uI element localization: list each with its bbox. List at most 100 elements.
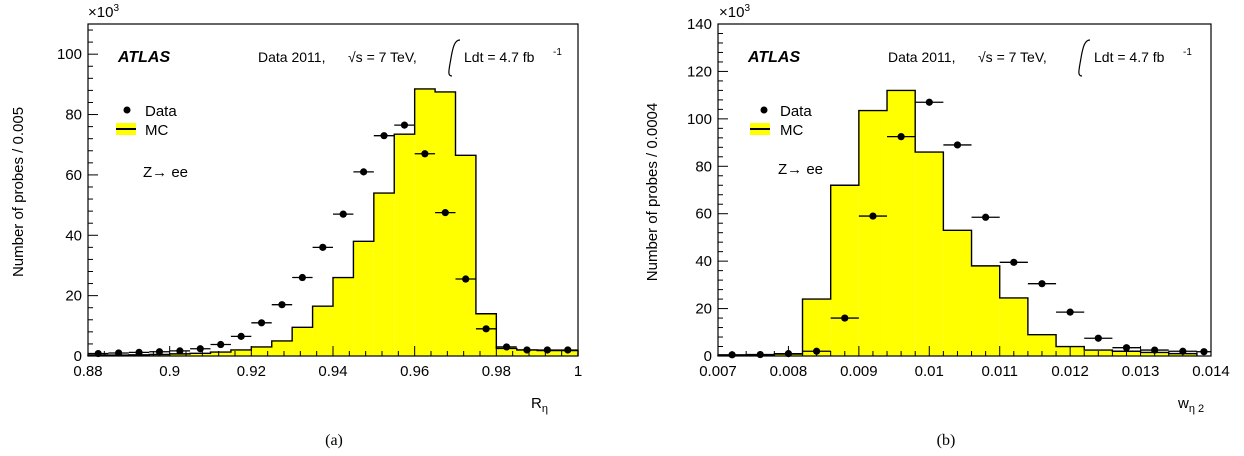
a-y-tick-label-4: 80	[65, 107, 82, 124]
b-y-tick-label-0: 0	[704, 348, 712, 365]
a-data-point-13	[360, 168, 368, 176]
a-y-tick-label-0: 0	[74, 348, 82, 365]
b-x-tick-label-2: 0.009	[840, 363, 878, 380]
b-mc-bin-7	[915, 152, 944, 356]
b-y-tick-label-3: 60	[695, 206, 712, 223]
b-data-point-8	[953, 141, 962, 149]
b-x-tick-label-4: 0.011	[981, 363, 1017, 380]
a-exponent-label: ×103	[88, 3, 119, 21]
b-info-energy: √s = 7 TeV,	[978, 49, 1047, 65]
a-mc-bin-16	[414, 88, 436, 357]
a-y-tick-label-2: 40	[65, 227, 82, 244]
b-data-point-10	[1010, 258, 1018, 266]
b-info-data: Data 2011,	[888, 49, 955, 65]
b-x-tick-label-3: 0.01	[915, 363, 944, 380]
b-data-point-5	[869, 212, 877, 220]
b-mc-bin-5	[858, 110, 888, 356]
a-legend-data-label: Data	[145, 103, 177, 120]
a-data-point-16	[421, 150, 429, 158]
b-x-tick-label-1: 0.008	[770, 363, 808, 380]
b-data-point-14	[1122, 344, 1131, 352]
b-mc-bin-3	[802, 299, 831, 356]
a-mc-bin-18	[455, 155, 476, 356]
a-info-lumi-exp: -1	[553, 47, 562, 58]
b-data-point-7	[925, 98, 933, 106]
a-data-point-12	[339, 210, 347, 218]
a-x-tick-label-0: 0.88	[73, 363, 102, 380]
a-mc-bin-7	[230, 349, 252, 356]
b-mc-bin-11	[1027, 334, 1057, 356]
a-mc-bin-4	[169, 353, 191, 356]
b-mc-bin-8	[943, 230, 972, 356]
b-mc-bin-9	[971, 265, 1000, 356]
b-annotation: Z→ ee	[778, 161, 823, 178]
a-data-point-9	[278, 301, 286, 309]
b-data-point-11	[1038, 280, 1046, 288]
a-y-tick-label-5: 100	[57, 46, 82, 63]
a-data-point-17	[441, 209, 449, 217]
b-info-lumi: Ldt = 4.7 fb	[1094, 49, 1165, 65]
a-data-point-0	[94, 349, 102, 358]
b-x-tick-label-6: 0.013	[1122, 363, 1160, 380]
b-data-point-13	[1094, 334, 1102, 342]
a-info-energy: √s = 7 TeV,	[348, 49, 417, 65]
b-atlas-label: ATLAS	[747, 49, 800, 66]
a-x-axis-title: Rη	[531, 395, 548, 415]
b-legend-mc-label: MC	[780, 122, 803, 139]
b-data-point-15	[1151, 346, 1159, 354]
a-x-tick-label-4: 0.96	[400, 363, 429, 380]
a-legend-data-marker	[123, 106, 131, 114]
a-info-lumi: Ldt = 4.7 fb	[464, 49, 535, 65]
a-data-point-18	[462, 275, 470, 283]
a-data-point-6	[217, 340, 225, 349]
a-mc-bin-9	[271, 340, 293, 356]
a-legend: Data MC Z→ ee	[116, 103, 188, 181]
panel-b-chart: 0.007 0.008 0.009 0.01 0.011 0.012 0.013 0.014 0…	[644, 3, 1230, 449]
a-y-tick-label-3: 60	[65, 167, 82, 184]
b-plot-frame	[717, 23, 1212, 357]
a-data-points	[88, 121, 578, 358]
b-axes: 0.007 0.008 0.009 0.01 0.011 0.012 0.013 0.014 0…	[687, 16, 1230, 380]
a-mc-bin-6	[210, 352, 231, 356]
a-x-tick-label-5: 0.98	[482, 363, 511, 380]
a-mc-bin-15	[394, 134, 415, 356]
a-data-point-5	[196, 345, 204, 353]
a-x-tick-label-3: 0.94	[318, 363, 347, 380]
b-caption: (b)	[937, 432, 956, 449]
a-y-tick-label-1: 20	[65, 288, 82, 305]
b-mc-bin-4	[830, 185, 859, 356]
b-data-point-12	[1066, 308, 1074, 316]
b-y-tick-label-2: 40	[695, 253, 712, 270]
b-legend: Data MC Z→ ee	[750, 103, 823, 178]
b-y-axis-title: Number of probes / 0.0004	[644, 103, 661, 281]
b-mc-bin-10	[999, 297, 1028, 356]
b-mc-bin-6	[887, 90, 916, 357]
a-x-tick-label-6: 1	[574, 363, 582, 380]
b-y-tick-label-5: 100	[687, 111, 712, 128]
a-mc-bin-20	[496, 348, 517, 356]
b-data-point-9	[982, 213, 990, 221]
a-caption: (a)	[325, 432, 343, 449]
a-data-point-14	[380, 132, 388, 140]
a-data-point-4	[176, 347, 184, 355]
a-mc-bin-14	[373, 193, 395, 356]
b-run-info: Data 2011, √s = 7 TeV, Ldt = 4.7 fb -1	[888, 39, 1192, 77]
a-mc-bin-12	[333, 277, 354, 356]
a-mc-bin-8	[251, 346, 272, 356]
a-y-axis-title: Number of probes / 0.005	[10, 107, 27, 277]
b-data-point-17	[1200, 348, 1208, 356]
b-y-tick-label-4: 80	[695, 158, 712, 175]
b-data-point-4	[841, 314, 849, 322]
a-data-point-7	[237, 332, 245, 340]
a-mc-bin-5	[190, 353, 211, 356]
a-mc-bin-13	[353, 241, 374, 356]
a-data-point-3	[155, 348, 164, 356]
a-mc-bin-19	[475, 313, 497, 356]
a-legend-mc-label: MC	[145, 122, 168, 139]
b-data-point-6	[897, 133, 905, 141]
a-x-tick-label-2: 0.92	[237, 363, 266, 380]
a-data-point-15	[400, 121, 409, 129]
panel-a-chart: 0.88 0.9 0.92 0.94 0.96 0.98 1 0 20 40 60 80 100 ATL…	[10, 3, 582, 449]
a-mc-bin-17	[435, 91, 456, 356]
a-axes: 0.88 0.9 0.92 0.94 0.96 0.98 1 0 20 40 60 80 100	[57, 23, 582, 380]
